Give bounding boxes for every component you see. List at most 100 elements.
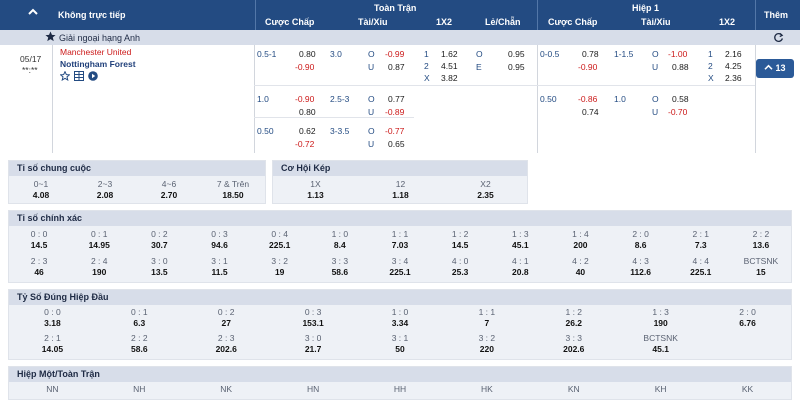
odds-cell[interactable]: 2 : 0 8.6 — [611, 229, 671, 251]
odds-cell[interactable]: 3 : 3 58.6 — [310, 256, 370, 278]
odds-cell[interactable]: 0 : 4 225.1 — [250, 229, 310, 251]
ft-hdp-away[interactable]: 0.80 — [299, 107, 316, 117]
oe-even[interactable]: 0.95 — [508, 62, 525, 72]
h1-hdp-home[interactable]: -0.86 — [578, 94, 598, 104]
odds-cell[interactable]: 1 : 1 7.03 — [370, 229, 430, 251]
odds-cell[interactable]: 1 : 3 45.1 — [490, 229, 550, 251]
odds-cell[interactable]: 3 : 2 220 — [443, 333, 530, 355]
final-score-cell[interactable]: 4~6 2.70 — [160, 179, 178, 200]
odds-cell[interactable]: 0 : 1 6.3 — [96, 307, 183, 329]
h1-x12-home[interactable]: 2.16 — [725, 49, 742, 59]
odds-cell[interactable]: 3 : 0 13.5 — [129, 256, 189, 278]
odds-cell[interactable]: NN — [9, 384, 96, 395]
ft-ou-under[interactable]: -0.89 — [385, 107, 405, 117]
ft-ou-over[interactable]: -0.77 — [385, 126, 405, 136]
odds-cell[interactable]: 4 : 3 112.6 — [611, 256, 671, 278]
odds-cell[interactable]: 1 : 4 200 — [550, 229, 610, 251]
odds-cell[interactable]: 1 : 2 26.2 — [530, 307, 617, 329]
ft-hdp-away[interactable]: -0.90 — [295, 62, 315, 72]
odds-cell[interactable]: HH — [357, 384, 444, 395]
odds-cell[interactable]: 4 : 2 40 — [550, 256, 610, 278]
more-markets-button[interactable]: 13 — [756, 59, 794, 78]
odds-cell[interactable]: 2 : 0 6.76 — [704, 307, 791, 329]
odds-cell[interactable]: 3 : 2 19 — [250, 256, 310, 278]
ft-hdp-home[interactable]: 0.62 — [299, 126, 316, 136]
odds-cell-label: 1 : 1 — [391, 229, 409, 239]
odds-cell[interactable]: KK — [704, 384, 791, 395]
ft-ou-under[interactable]: 0.65 — [388, 139, 405, 149]
double-chance-cell[interactable]: X2 2.35 — [477, 179, 494, 200]
odds-cell[interactable]: NH — [96, 384, 183, 395]
h1-hdp-home[interactable]: 0.78 — [582, 49, 599, 59]
final-score-cell[interactable]: 2~3 2.08 — [96, 179, 114, 200]
refresh-icon[interactable] — [773, 32, 784, 45]
odds-cell[interactable]: 1 : 0 3.34 — [357, 307, 444, 329]
league-row[interactable]: Giải ngoại hạng Anh — [0, 30, 800, 45]
ft-hdp-home[interactable]: -0.90 — [295, 94, 315, 104]
h1-x12-draw[interactable]: 2.36 — [725, 73, 742, 83]
away-team[interactable]: Nottingham Forest — [60, 59, 136, 69]
x12-draw[interactable]: 3.82 — [441, 73, 458, 83]
odds-cell[interactable]: BCTSNK 45.1 — [617, 333, 704, 355]
ft-ou-over[interactable]: -0.99 — [385, 49, 405, 59]
h1-x12-away[interactable]: 4.25 — [725, 61, 742, 71]
odds-cell[interactable]: BCTSNK 15 — [731, 256, 791, 278]
h1-ou-over[interactable]: 0.58 — [672, 94, 689, 104]
odds-cell[interactable]: HN — [270, 384, 357, 395]
odds-cell[interactable]: 2 : 2 13.6 — [731, 229, 791, 251]
odds-cell[interactable]: 2 : 2 58.6 — [96, 333, 183, 355]
live-filter-label[interactable]: Không trực tiếp — [58, 10, 126, 20]
odds-cell[interactable]: 0 : 3 153.1 — [270, 307, 357, 329]
ft-hdp-away[interactable]: -0.72 — [295, 139, 315, 149]
odds-cell[interactable]: 2 : 1 14.05 — [9, 333, 96, 355]
odds-cell[interactable]: 0 : 0 14.5 — [9, 229, 69, 251]
odds-cell[interactable]: 0 : 3 94.6 — [189, 229, 249, 251]
h1-ou-over[interactable]: -1.00 — [668, 49, 688, 59]
favorite-star-icon[interactable] — [60, 71, 70, 81]
double-chance-cell[interactable]: 1X 1.13 — [307, 179, 324, 200]
star-icon[interactable] — [45, 31, 56, 44]
ft-ou-over[interactable]: 0.77 — [388, 94, 405, 104]
odds-cell[interactable]: 3 : 1 11.5 — [189, 256, 249, 278]
odds-cell[interactable]: 0 : 1 14.95 — [69, 229, 129, 251]
odds-cell[interactable]: KN — [530, 384, 617, 395]
odds-cell[interactable]: 4 : 1 20.8 — [490, 256, 550, 278]
odds-cell[interactable]: HK — [443, 384, 530, 395]
odds-cell[interactable]: 4 : 0 25.3 — [430, 256, 490, 278]
final-score-cell[interactable]: 0~1 4.08 — [32, 179, 50, 200]
h1-ou-under[interactable]: -0.70 — [668, 107, 688, 117]
odds-cell[interactable]: 3 : 0 21.7 — [270, 333, 357, 355]
odds-cell[interactable]: NK — [183, 384, 270, 395]
final-score-cell[interactable]: 7 & Trên 18.50 — [216, 179, 250, 200]
odds-cell[interactable]: 0 : 0 3.18 — [9, 307, 96, 329]
x12-away[interactable]: 4.51 — [441, 61, 458, 71]
collapse-chevron-icon[interactable] — [27, 7, 39, 19]
odds-cell[interactable]: 2 : 4 190 — [69, 256, 129, 278]
odds-cell[interactable]: 3 : 3 202.6 — [530, 333, 617, 355]
h1-ou-under[interactable]: 0.88 — [672, 62, 689, 72]
stats-table-icon[interactable] — [74, 71, 84, 81]
odds-cell[interactable]: 1 : 3 190 — [617, 307, 704, 329]
play-icon[interactable] — [88, 71, 98, 81]
ft-ou-under[interactable]: 0.87 — [388, 62, 405, 72]
odds-cell[interactable]: 3 : 1 50 — [357, 333, 444, 355]
odds-cell[interactable]: 3 : 4 225.1 — [370, 256, 430, 278]
odds-cell[interactable]: 1 : 0 8.4 — [310, 229, 370, 251]
odds-cell[interactable]: 2 : 3 46 — [9, 256, 69, 278]
odds-cell[interactable]: 4 : 4 225.1 — [671, 256, 731, 278]
odds-cell[interactable]: 1 : 2 14.5 — [430, 229, 490, 251]
h1-hdp-away[interactable]: 0.74 — [582, 107, 599, 117]
oe-label-even: E — [476, 62, 482, 72]
oe-odd[interactable]: 0.95 — [508, 49, 525, 59]
odds-cell[interactable]: 0 : 2 30.7 — [129, 229, 189, 251]
double-chance-cell[interactable]: 12 1.18 — [392, 179, 409, 200]
odds-cell[interactable]: 2 : 1 7.3 — [671, 229, 731, 251]
odds-cell[interactable]: 2 : 3 202.6 — [183, 333, 270, 355]
ft-hdp-home[interactable]: 0.80 — [299, 49, 316, 59]
odds-cell[interactable]: 0 : 2 27 — [183, 307, 270, 329]
x12-home[interactable]: 1.62 — [441, 49, 458, 59]
h1-hdp-away[interactable]: -0.90 — [578, 62, 598, 72]
home-team[interactable]: Manchester United — [60, 47, 132, 57]
odds-cell[interactable]: KH — [617, 384, 704, 395]
